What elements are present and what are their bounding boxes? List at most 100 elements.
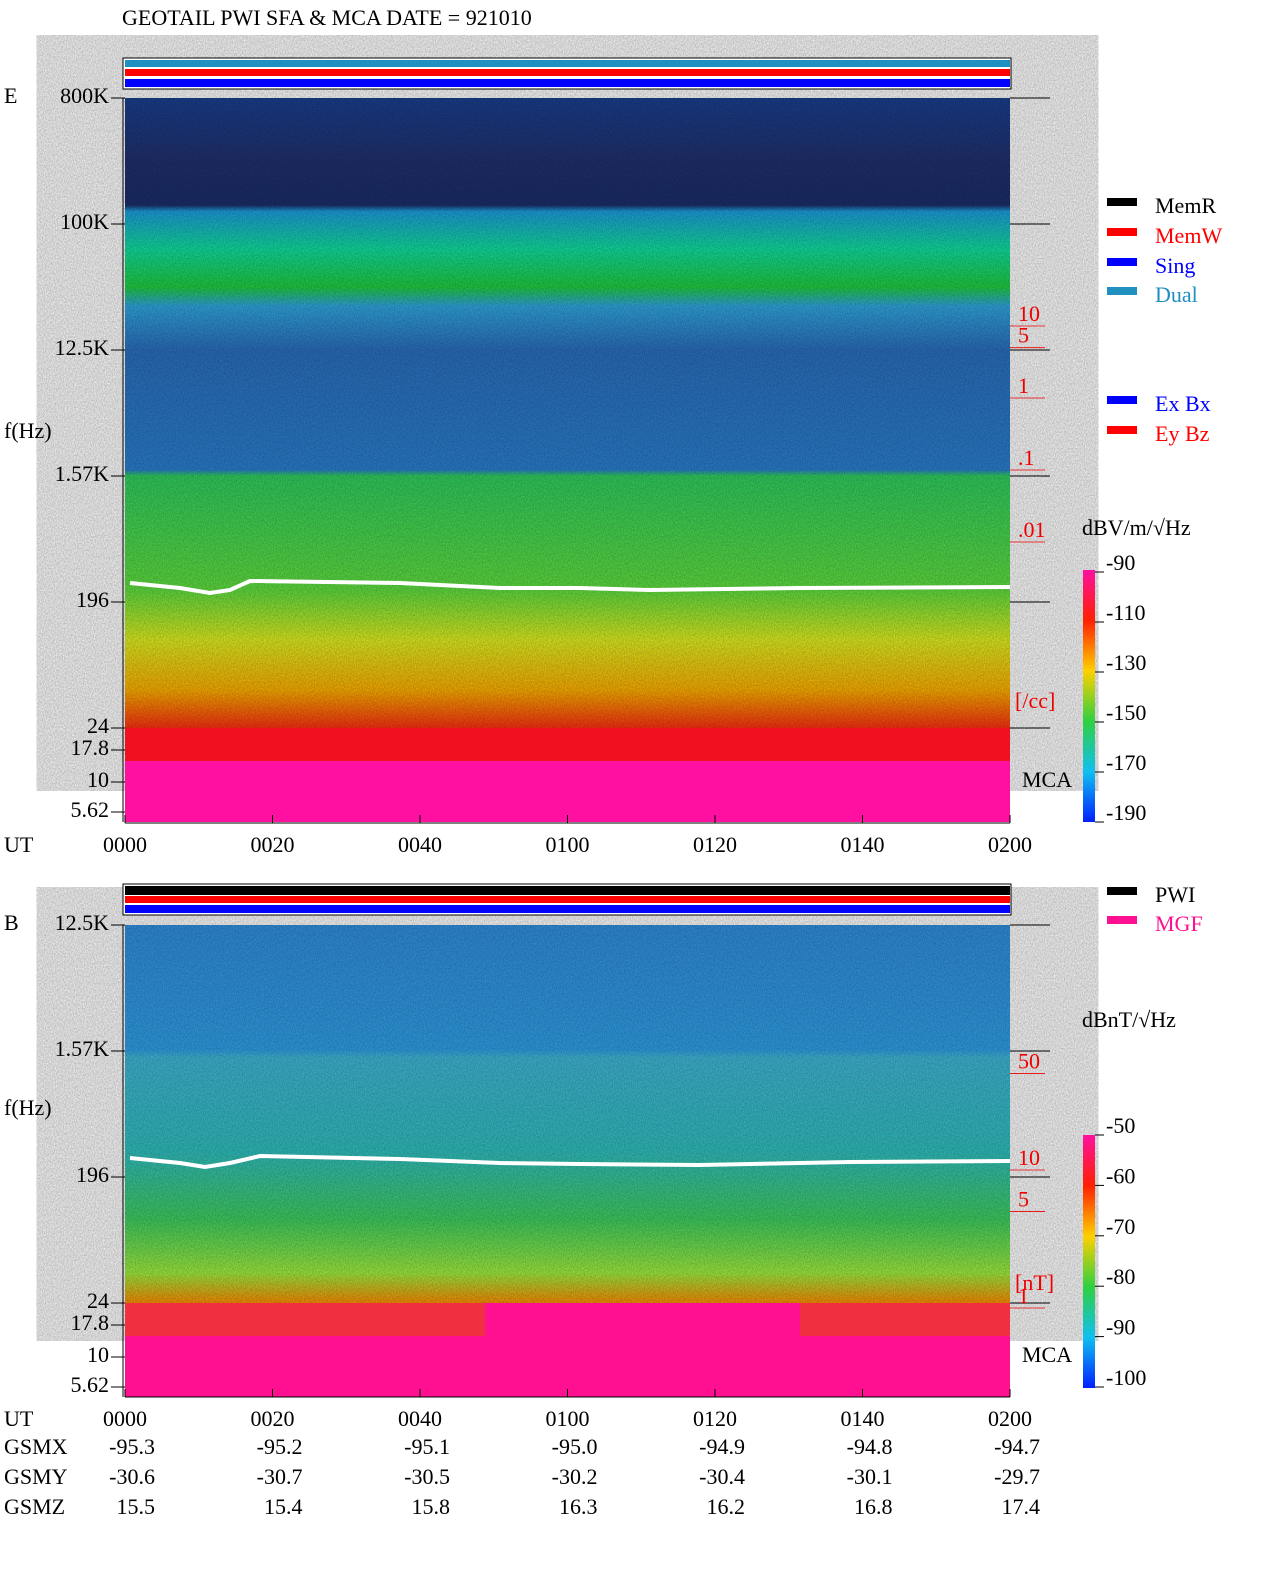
status-bar [125, 905, 1010, 913]
x-tick-label: 0100 [546, 1406, 590, 1431]
legend-label: MemR [1155, 193, 1216, 218]
legend-label: Dual [1155, 282, 1198, 307]
density-line [129, 1153, 1011, 1170]
y-tick-label: 12.5K [55, 335, 110, 360]
y-tick-label: 5.62 [71, 797, 110, 822]
colorbar-tick-label: -60 [1106, 1163, 1135, 1188]
x-tick-label: 0040 [398, 832, 442, 857]
status-bar [125, 69, 1010, 76]
colorbar-tick-label: -80 [1106, 1264, 1135, 1289]
density-tick-label: .01 [1018, 517, 1046, 542]
density-tick-label: 5 [1018, 323, 1029, 348]
density-unit: [nT] [1015, 1270, 1054, 1295]
density-tick-label: 1 [1018, 1283, 1029, 1308]
density-tick-label: 50 [1018, 1049, 1040, 1074]
colorbar-tick-label: -90 [1106, 1315, 1135, 1340]
x-tick-label: 0200 [988, 832, 1032, 857]
density-unit: [/cc] [1015, 688, 1055, 713]
orbit-value: -94.8 [847, 1434, 893, 1459]
legend-swatch [1107, 198, 1137, 206]
spectrogram-texture [125, 98, 1010, 728]
density-tick-label: 10 [1018, 301, 1040, 326]
x-axis-label: UT [4, 832, 34, 857]
legend-label: Ex Bx [1155, 391, 1211, 416]
x-tick-label: 0020 [251, 1406, 295, 1431]
orbit-value: 15.8 [412, 1494, 451, 1519]
orbit-value: 17.4 [1002, 1494, 1041, 1519]
legend-label: Sing [1155, 253, 1195, 278]
orbit-value: -29.7 [994, 1464, 1040, 1489]
y-tick-label: 24 [87, 713, 109, 738]
orbit-value: -94.9 [699, 1434, 745, 1459]
x-tick-label: 0040 [398, 1406, 442, 1431]
orbit-value: -95.3 [109, 1434, 155, 1459]
legend-label: PWI [1155, 882, 1195, 907]
y-tick-label: 17.8 [71, 1310, 110, 1335]
y-axis-label: f(Hz) [4, 418, 52, 443]
y-tick-label: 10 [87, 1342, 109, 1367]
orbit-value: -30.1 [847, 1464, 893, 1489]
x-tick-label: 0200 [988, 1406, 1032, 1431]
density-tick-label: 10 [1018, 1145, 1040, 1170]
x-tick-label: 0140 [841, 832, 885, 857]
orbit-value: 15.4 [264, 1494, 303, 1519]
orbit-value: 16.3 [559, 1494, 598, 1519]
colorbar-tick-label: -130 [1106, 650, 1146, 675]
status-bar [125, 886, 1010, 895]
component-label: B [4, 910, 19, 935]
mca-label: MCA [1022, 767, 1072, 792]
x-tick-label: 0120 [693, 1406, 737, 1431]
status-bar [125, 60, 1010, 67]
y-tick-label: 1.57K [55, 1036, 110, 1061]
y-tick-label: 17.8 [71, 735, 110, 760]
colorbar [1083, 570, 1095, 822]
x-tick-label: 0000 [103, 832, 147, 857]
mca-band [800, 1303, 1010, 1336]
colorbar-tick-label: -50 [1106, 1113, 1135, 1138]
y-tick-label: 5.62 [71, 1372, 110, 1397]
colorbar-tick-label: -100 [1106, 1365, 1146, 1390]
colorbar-label: dBnT/√Hz [1082, 1007, 1176, 1032]
density-tick-label: 1 [1018, 373, 1029, 398]
legend-swatch [1107, 887, 1137, 895]
y-tick-label: 24 [87, 1288, 109, 1313]
density-tick-label: .1 [1018, 445, 1035, 470]
mca-label: MCA [1022, 1342, 1072, 1367]
colorbar-tick-label: -170 [1106, 750, 1146, 775]
orbit-value: -94.7 [994, 1434, 1040, 1459]
colorbar-label: dBV/m/√Hz [1082, 515, 1191, 540]
orbit-value: -30.4 [699, 1464, 745, 1489]
x-tick-label: 0100 [546, 832, 590, 857]
density-line [129, 578, 1011, 596]
y-tick-label: 10 [87, 767, 109, 792]
colorbar-tick-label: -110 [1106, 600, 1146, 625]
title: GEOTAIL PWI SFA & MCA DATE = 921010 [122, 5, 532, 30]
orbit-name: GSMX [4, 1434, 68, 1459]
y-tick-label: 196 [76, 1162, 109, 1187]
mca-band [125, 1303, 485, 1336]
mca-band [125, 728, 1010, 761]
colorbar [1083, 1135, 1095, 1388]
x-tick-label: 0140 [841, 1406, 885, 1431]
status-bar [125, 79, 1010, 87]
density-tick-label: 5 [1018, 1187, 1029, 1212]
colorbar-tick-label: -70 [1106, 1214, 1135, 1239]
orbit-value: -30.7 [257, 1464, 303, 1489]
y-axis-label: f(Hz) [4, 1095, 52, 1120]
colorbar-tick-label: -150 [1106, 700, 1146, 725]
orbit-value: -95.0 [552, 1434, 598, 1459]
orbit-value: -30.2 [552, 1464, 598, 1489]
spectrogram-texture [125, 925, 1010, 1303]
orbit-name: GSMZ [4, 1494, 65, 1519]
orbit-value: -95.2 [257, 1434, 303, 1459]
y-tick-label: 12.5K [55, 910, 110, 935]
orbit-value: -30.6 [109, 1464, 155, 1489]
legend-swatch [1107, 396, 1137, 404]
y-tick-label: 1.57K [55, 461, 110, 486]
orbit-name: GSMY [4, 1464, 68, 1489]
legend-swatch [1107, 287, 1137, 295]
legend-swatch [1107, 916, 1137, 924]
orbit-value: -95.1 [404, 1434, 450, 1459]
mca-band [125, 761, 1010, 822]
